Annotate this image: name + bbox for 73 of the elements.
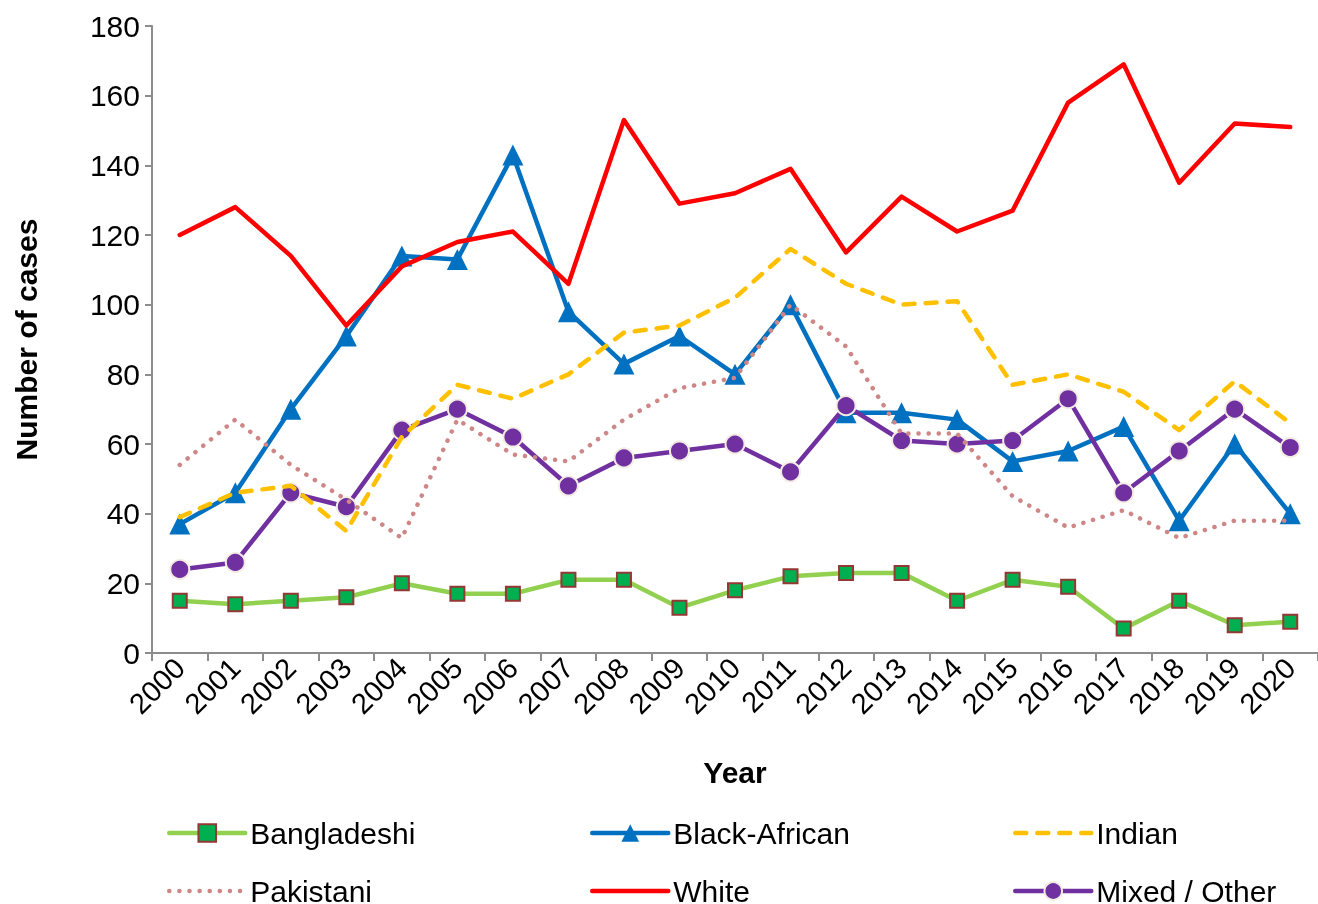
point: [1226, 617, 1243, 634]
y-tick-label: 20: [106, 566, 140, 600]
point: [1060, 578, 1077, 595]
point: [227, 596, 244, 613]
y-tick-label: 100: [89, 288, 140, 322]
y-tick-label: 80: [106, 357, 140, 391]
point: [724, 433, 746, 455]
point: [335, 325, 357, 347]
point: [891, 402, 913, 424]
point: [893, 564, 910, 581]
point: [891, 430, 913, 452]
point: [1168, 510, 1190, 532]
point: [727, 582, 743, 599]
legend-label: White: [673, 874, 750, 904]
point: [171, 592, 188, 609]
point: [613, 353, 635, 375]
point: [668, 325, 690, 347]
point: [446, 248, 468, 270]
y-tick-label: 60: [106, 427, 140, 461]
point: [946, 409, 968, 431]
point: [560, 571, 577, 588]
point: [613, 447, 635, 469]
y-tick-label: 120: [89, 218, 140, 252]
point: [169, 513, 191, 535]
point: [502, 426, 524, 448]
point: [335, 496, 357, 518]
y-tick-label: 180: [89, 9, 140, 43]
legend-label: Mixed / Other: [1096, 874, 1277, 904]
point: [724, 363, 746, 385]
point: [671, 599, 688, 616]
point: [1002, 450, 1024, 472]
point: [1224, 398, 1246, 420]
point: [835, 395, 857, 417]
point: [1113, 482, 1135, 504]
y-axis-title: Number of cases: [9, 218, 43, 461]
point: [446, 398, 468, 420]
legend-label: Bangladeshi: [250, 816, 416, 850]
point: [669, 440, 690, 462]
point: [1279, 436, 1301, 458]
point: [1171, 592, 1188, 609]
legend-label: Black-African: [673, 816, 850, 850]
point: [557, 301, 579, 323]
point: [1113, 416, 1135, 438]
point: [1282, 613, 1299, 630]
y-tick-label: 40: [106, 497, 140, 531]
point: [1115, 620, 1132, 637]
point: [946, 433, 968, 455]
point: [169, 558, 191, 580]
point: [1057, 388, 1079, 410]
point: [280, 398, 302, 420]
point: [615, 571, 632, 588]
y-tick-label: 160: [89, 79, 140, 113]
point: [1168, 440, 1190, 462]
y-tick-label: 140: [89, 148, 140, 182]
point: [1224, 433, 1246, 455]
point: [782, 568, 799, 585]
point: [393, 575, 410, 592]
point: [1057, 440, 1079, 462]
point: [949, 592, 966, 609]
point: [1002, 430, 1024, 452]
legend-label: Indian: [1096, 816, 1178, 850]
point: [838, 564, 855, 581]
point: [1004, 571, 1021, 588]
point: [449, 585, 466, 602]
x-axis-title: Year: [703, 755, 768, 789]
point: [338, 589, 355, 606]
point: [557, 475, 579, 497]
point: [780, 461, 802, 483]
point: [224, 551, 246, 573]
point: [282, 592, 299, 609]
point: [502, 144, 524, 166]
legend-label: Pakistani: [250, 874, 372, 904]
point: [504, 585, 521, 602]
